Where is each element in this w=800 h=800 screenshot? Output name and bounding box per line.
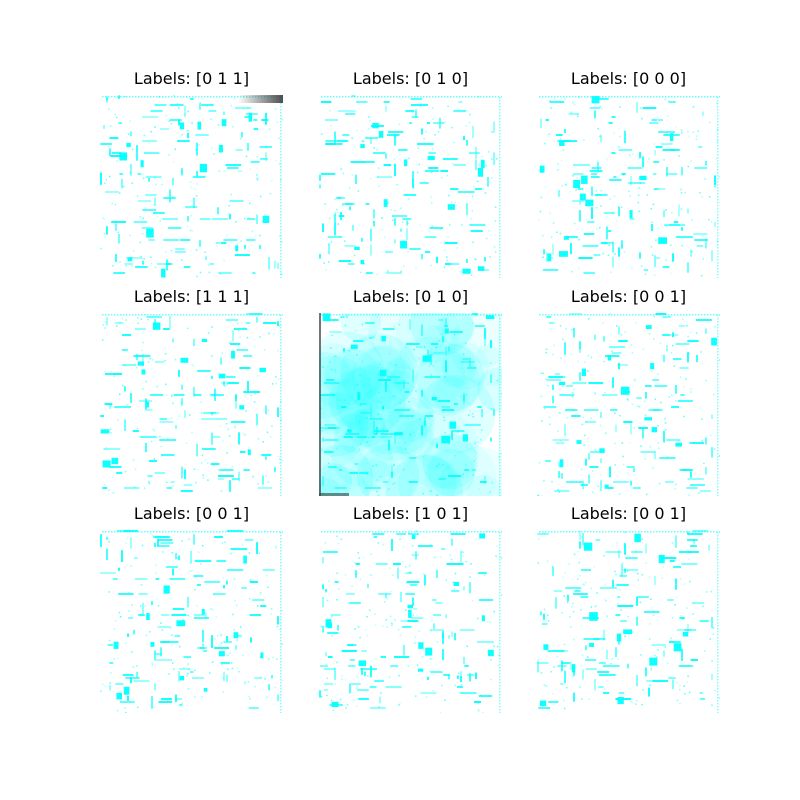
generated-image bbox=[319, 313, 502, 496]
pixel-noise-graphic bbox=[100, 95, 283, 278]
generated-image bbox=[319, 95, 502, 278]
generated-image bbox=[100, 530, 283, 713]
panel-title: Labels: [1 1 1] bbox=[133, 287, 250, 306]
pixel-noise-graphic bbox=[537, 313, 720, 496]
pixel-noise-graphic bbox=[537, 96, 720, 278]
panel-title: Labels: [0 1 0] bbox=[352, 287, 469, 306]
pixel-noise-graphic bbox=[319, 530, 502, 713]
pixel-noise-graphic bbox=[319, 95, 502, 278]
pixel-noise-graphic bbox=[537, 530, 720, 713]
pixel-noise-graphic bbox=[100, 530, 283, 713]
pixel-noise-graphic bbox=[319, 313, 502, 496]
generated-image bbox=[537, 313, 720, 496]
panel-title: Labels: [0 0 1] bbox=[133, 504, 250, 523]
generated-image bbox=[319, 530, 502, 713]
panel-title: Labels: [0 0 1] bbox=[570, 287, 687, 306]
panel-title: Labels: [0 1 0] bbox=[352, 69, 469, 88]
panel-title: Labels: [0 0 1] bbox=[570, 504, 687, 523]
panel-title: Labels: [1 0 1] bbox=[352, 504, 469, 523]
panel-title: Labels: [0 0 0] bbox=[570, 69, 687, 88]
generated-image bbox=[537, 530, 720, 713]
generated-image bbox=[100, 313, 283, 496]
generated-image bbox=[100, 95, 283, 278]
generated-image bbox=[537, 95, 720, 278]
panel-title: Labels: [0 1 1] bbox=[133, 69, 250, 88]
pixel-noise-graphic bbox=[100, 313, 283, 496]
